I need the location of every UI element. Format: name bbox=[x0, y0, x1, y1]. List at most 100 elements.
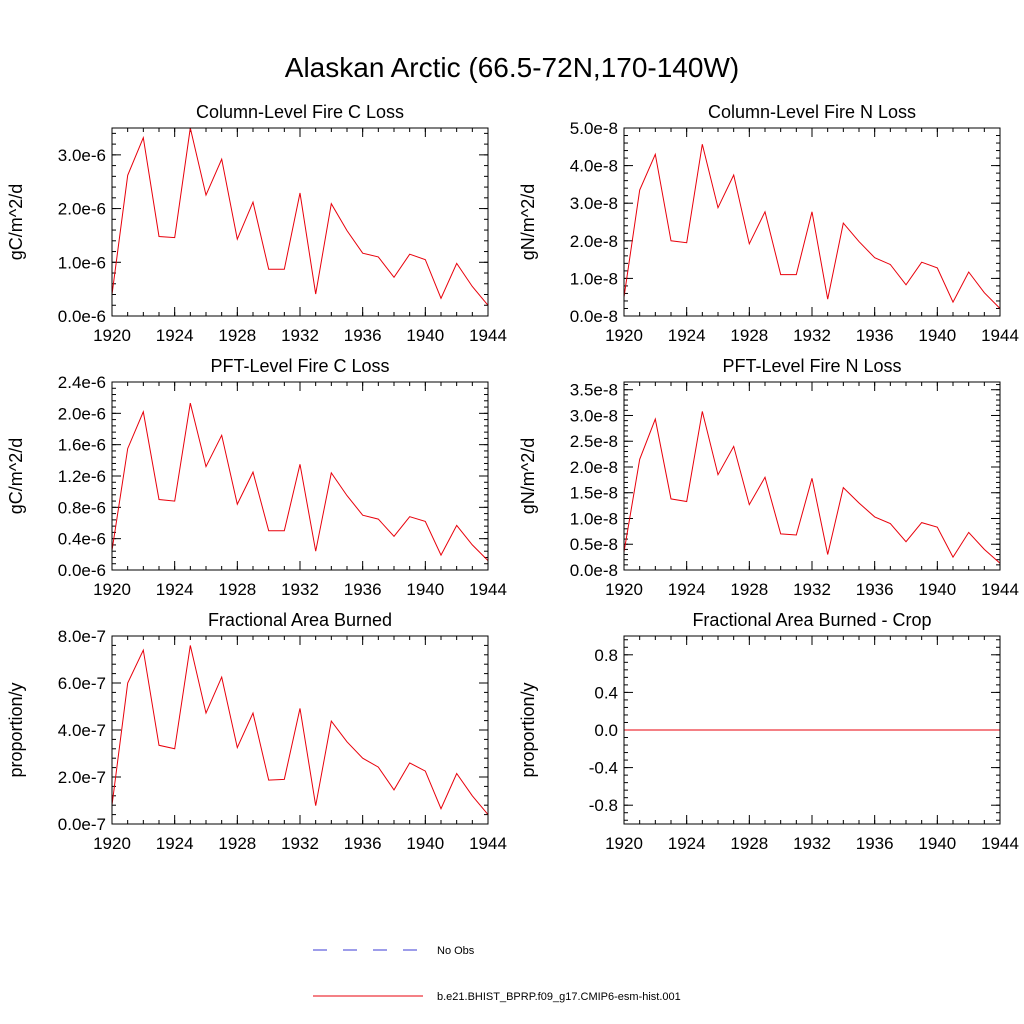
x-tick-label: 1928 bbox=[730, 326, 768, 345]
x-tick-label: 1936 bbox=[344, 580, 382, 599]
x-tick-label: 1932 bbox=[281, 326, 319, 345]
x-tick-label: 1924 bbox=[156, 326, 194, 345]
chart-panel-5: Fractional Area Burned proportion/y 1920 19… bbox=[6, 610, 507, 853]
x-tick-label: 1944 bbox=[469, 834, 507, 853]
y-tick-label: 2.0e-6 bbox=[58, 200, 106, 219]
x-tick-label: 1932 bbox=[281, 580, 319, 599]
y-tick-label: 5.0e-8 bbox=[570, 119, 618, 138]
chart-panel-2: Column-Level Fire N Loss gN/m^2/d 1920 1924… bbox=[518, 102, 1019, 345]
y-axis-label: proportion/y bbox=[518, 682, 538, 777]
y-tick-label: 0.0e-6 bbox=[58, 307, 106, 326]
x-tick-label: 1928 bbox=[218, 834, 256, 853]
x-tick-label: 1940 bbox=[918, 326, 956, 345]
y-tick-label: 0.5e-8 bbox=[570, 535, 618, 554]
y-tick-label: 0.0e-6 bbox=[58, 561, 106, 580]
x-tick-label: 1928 bbox=[218, 580, 256, 599]
x-tick-label: 1944 bbox=[981, 580, 1019, 599]
x-tick-label: 1928 bbox=[730, 834, 768, 853]
x-tick-label: 1928 bbox=[730, 580, 768, 599]
chart-title: Column-Level Fire C Loss bbox=[196, 102, 404, 122]
y-tick-label: 2.0e-8 bbox=[570, 458, 618, 477]
chart-panel-6: Fractional Area Burned - Crop proportion/… bbox=[518, 610, 1019, 853]
x-tick-label: 1936 bbox=[344, 326, 382, 345]
y-tick-label: 1.0e-8 bbox=[570, 509, 618, 528]
x-tick-label: 1932 bbox=[793, 580, 831, 599]
y-axis-label: gN/m^2/d bbox=[518, 438, 538, 514]
x-tick-label: 1936 bbox=[344, 834, 382, 853]
x-tick-label: 1940 bbox=[406, 834, 444, 853]
y-tick-label: 2.4e-6 bbox=[58, 373, 106, 392]
x-tick-label: 1936 bbox=[856, 580, 894, 599]
x-tick-label: 1940 bbox=[406, 326, 444, 345]
chart-panel-1: Column-Level Fire C Loss gC/m^2/d 1920 1924… bbox=[6, 102, 507, 345]
y-tick-label: 0.4e-6 bbox=[58, 530, 106, 549]
x-tick-label: 1924 bbox=[156, 580, 194, 599]
figure-title: Alaskan Arctic (66.5-72N,170-140W) bbox=[284, 52, 740, 83]
y-axis-label: gC/m^2/d bbox=[6, 438, 26, 514]
chart-title: Fractional Area Burned bbox=[208, 610, 392, 630]
x-tick-label: 1920 bbox=[605, 580, 643, 599]
x-tick-label: 1944 bbox=[469, 580, 507, 599]
y-tick-label: 0.4 bbox=[594, 683, 618, 702]
y-tick-label: 2.0e-6 bbox=[58, 404, 106, 423]
y-tick-label: 2.0e-7 bbox=[58, 768, 106, 787]
y-tick-label: 4.0e-8 bbox=[570, 157, 618, 176]
y-tick-label: 0.0 bbox=[594, 721, 618, 740]
chart-panel-3: PFT-Level Fire C Loss gC/m^2/d 1920 1924 192… bbox=[6, 356, 507, 599]
y-tick-label: 1.0e-8 bbox=[570, 269, 618, 288]
y-tick-label: -0.4 bbox=[589, 759, 618, 778]
x-tick-label: 1920 bbox=[93, 580, 131, 599]
x-tick-label: 1944 bbox=[469, 326, 507, 345]
y-tick-label: 0.0e-7 bbox=[58, 815, 106, 834]
x-tick-label: 1940 bbox=[918, 580, 956, 599]
chart-panel-4: PFT-Level Fire N Loss gN/m^2/d 1920 1924 192… bbox=[518, 356, 1019, 599]
plot-frame bbox=[623, 127, 1001, 317]
x-tick-label: 1924 bbox=[156, 834, 194, 853]
x-tick-label: 1940 bbox=[918, 834, 956, 853]
y-tick-label: 2.5e-8 bbox=[570, 432, 618, 451]
series-line bbox=[111, 402, 489, 561]
series-line bbox=[623, 411, 1001, 564]
y-tick-label: 3.0e-8 bbox=[570, 406, 618, 425]
y-tick-label: 8.0e-7 bbox=[58, 627, 106, 646]
y-tick-label: -0.8 bbox=[589, 796, 618, 815]
x-tick-label: 1924 bbox=[668, 326, 706, 345]
y-tick-label: 1.5e-8 bbox=[570, 484, 618, 503]
y-tick-label: 2.0e-8 bbox=[570, 232, 618, 251]
y-tick-label: 3.0e-8 bbox=[570, 194, 618, 213]
x-tick-label: 1932 bbox=[793, 326, 831, 345]
x-tick-label: 1924 bbox=[668, 834, 706, 853]
y-tick-label: 4.0e-7 bbox=[58, 721, 106, 740]
x-tick-label: 1936 bbox=[856, 834, 894, 853]
y-tick-label: 6.0e-7 bbox=[58, 674, 106, 693]
y-axis-label: gN/m^2/d bbox=[518, 184, 538, 260]
y-tick-label: 1.2e-6 bbox=[58, 467, 106, 486]
y-tick-label: 0.0e-8 bbox=[570, 307, 618, 326]
plot-frame bbox=[623, 381, 1001, 571]
x-tick-label: 1944 bbox=[981, 326, 1019, 345]
y-tick-label: 3.5e-8 bbox=[570, 381, 618, 400]
x-tick-label: 1920 bbox=[605, 834, 643, 853]
series-line bbox=[623, 144, 1001, 309]
plot-frame bbox=[111, 381, 489, 571]
plot-frame bbox=[623, 635, 1001, 825]
plot-frame bbox=[111, 127, 489, 317]
x-tick-label: 1928 bbox=[218, 326, 256, 345]
chart-title: PFT-Level Fire N Loss bbox=[722, 356, 901, 376]
y-tick-label: 1.6e-6 bbox=[58, 436, 106, 455]
x-tick-label: 1936 bbox=[856, 326, 894, 345]
y-axis-label: gC/m^2/d bbox=[6, 184, 26, 260]
series-line bbox=[111, 127, 489, 306]
series-line bbox=[111, 645, 489, 815]
chart-title: Fractional Area Burned - Crop bbox=[692, 610, 931, 630]
x-tick-label: 1932 bbox=[281, 834, 319, 853]
y-tick-label: 0.0e-8 bbox=[570, 561, 618, 580]
chart-title: Column-Level Fire N Loss bbox=[708, 102, 916, 122]
x-tick-label: 1924 bbox=[668, 580, 706, 599]
x-tick-label: 1944 bbox=[981, 834, 1019, 853]
plot-frame bbox=[111, 635, 489, 825]
y-tick-label: 0.8e-6 bbox=[58, 498, 106, 517]
x-tick-label: 1940 bbox=[406, 580, 444, 599]
